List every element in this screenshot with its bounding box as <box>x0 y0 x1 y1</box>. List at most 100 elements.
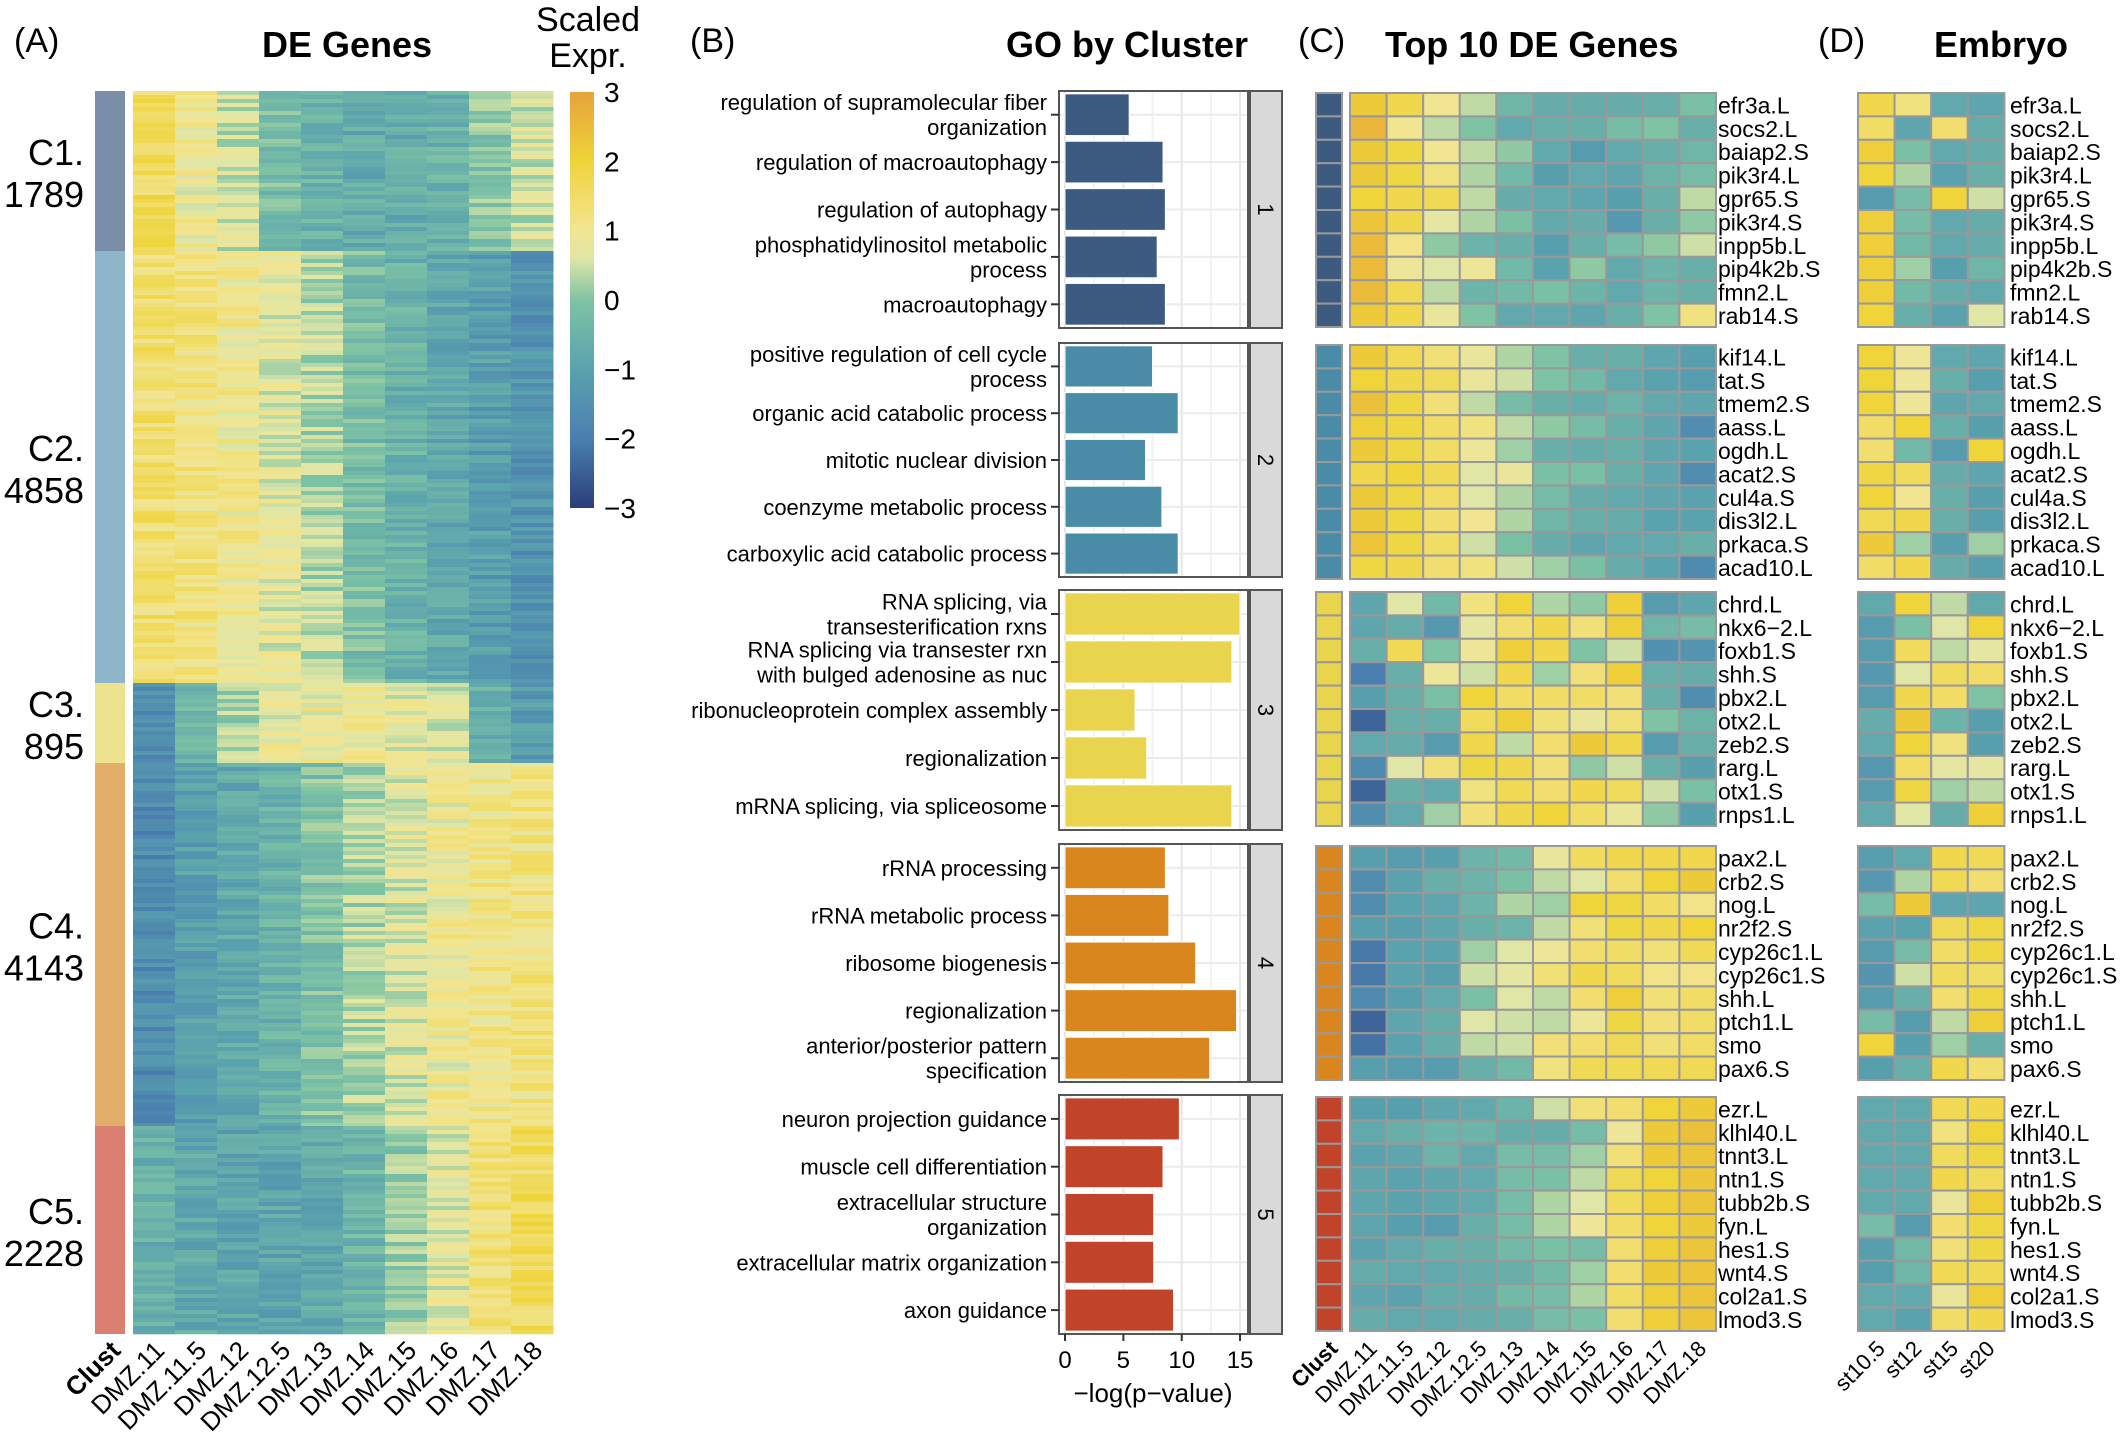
heatmap-cell <box>1349 1213 1388 1239</box>
heatmap-row-strip <box>259 1250 302 1255</box>
heatmap-cell <box>1678 1166 1718 1192</box>
heatmap-cell <box>1422 390 1461 417</box>
heatmap-row-strip <box>343 819 386 824</box>
heatmap-row-strip <box>469 371 512 376</box>
heatmap-row-strip <box>133 695 176 700</box>
heatmap-row-strip <box>301 1091 344 1096</box>
heatmap-row-strip <box>511 939 554 944</box>
heatmap-row-strip <box>175 135 218 140</box>
heatmap-row-strip <box>385 463 428 468</box>
heatmap-row-strip <box>343 715 386 720</box>
heatmap-cell <box>1678 138 1718 165</box>
heatmap-row-strip <box>259 771 302 776</box>
heatmap-row-strip <box>259 1063 302 1068</box>
heatmap-row-strip <box>511 1170 554 1175</box>
heatmap-row-strip <box>427 415 470 420</box>
heatmap-row-strip <box>301 603 344 608</box>
heatmap-row-strip <box>175 927 218 932</box>
heatmap-cell <box>1495 414 1535 440</box>
heatmap-cell <box>1349 1096 1388 1122</box>
heatmap-row-strip <box>511 1202 554 1207</box>
heatmap-row-strip <box>301 379 344 384</box>
heatmap-row-strip <box>217 1306 260 1311</box>
heatmap-row-strip <box>427 463 470 468</box>
heatmap-row-strip <box>133 551 176 556</box>
heatmap-cell <box>1568 708 1608 734</box>
heatmap-row-strip <box>259 611 302 616</box>
heatmap-cell <box>1857 302 1896 329</box>
heatmap-row-strip <box>385 563 428 568</box>
heatmap-row-strip <box>133 495 176 500</box>
heatmap-row-strip <box>175 951 218 956</box>
heatmap-row-strip <box>511 231 554 236</box>
heatmap-row-strip <box>301 903 344 908</box>
cluster-annotation-cell <box>1315 437 1343 464</box>
heatmap-row-strip <box>469 899 512 904</box>
heatmap-row-strip <box>427 315 470 320</box>
heatmap-cell <box>1857 754 1896 781</box>
heatmap-cell <box>1422 845 1461 871</box>
heatmap-row-strip <box>259 1234 302 1239</box>
heatmap-row-strip <box>259 591 302 596</box>
heatmap-row-strip <box>343 847 386 852</box>
heatmap-row-strip <box>217 907 260 912</box>
heatmap-cell <box>1605 801 1644 827</box>
heatmap-row-strip <box>301 1242 344 1247</box>
heatmap-row-strip <box>175 1326 218 1331</box>
heatmap-row-strip <box>385 795 428 800</box>
heatmap-row-strip <box>133 519 176 524</box>
heatmap-row-strip <box>427 1278 470 1283</box>
heatmap-row-strip <box>217 715 260 720</box>
heatmap-row-strip <box>343 1011 386 1016</box>
heatmap-row-strip <box>427 327 470 332</box>
heatmap-row-strip <box>511 215 554 220</box>
cluster-annotation-cell <box>1315 115 1343 141</box>
heatmap-row-strip <box>217 795 260 800</box>
heatmap-cell <box>1605 344 1644 370</box>
heatmap-row-strip <box>343 971 386 976</box>
heatmap-row-strip <box>217 507 260 512</box>
heatmap-row-strip <box>511 1059 554 1064</box>
heatmap-row-strip <box>511 779 554 784</box>
cluster-annotation-cell <box>1315 279 1343 305</box>
heatmap-cell <box>1857 484 1896 510</box>
gene-label: tubb2b.S <box>1718 1190 1810 1216</box>
heatmap-row-strip <box>469 835 512 840</box>
heatmap-row-strip <box>511 555 554 560</box>
go-term-label: regulation of autophagy <box>817 198 1047 223</box>
heatmap-row-strip <box>511 1174 554 1179</box>
heatmap-row-strip <box>469 455 512 460</box>
heatmap-row-strip <box>175 1294 218 1299</box>
heatmap-row-strip <box>427 395 470 400</box>
heatmap-cell <box>1641 1213 1681 1239</box>
heatmap-row-strip <box>175 823 218 828</box>
gene-label: otx2.L <box>1718 708 1781 734</box>
heatmap-row-strip <box>301 1170 344 1175</box>
heatmap-row-strip <box>175 863 218 868</box>
heatmap-row-strip <box>301 559 344 564</box>
heatmap-row-strip <box>469 1186 512 1191</box>
heatmap-row-strip <box>511 995 554 1000</box>
heatmap-row-strip <box>469 1282 512 1287</box>
heatmap-cell <box>1422 938 1461 964</box>
heatmap-row-strip <box>427 1071 470 1076</box>
heatmap-row-strip <box>217 211 260 216</box>
heatmap-row-strip <box>133 907 176 912</box>
heatmap-cell <box>1605 661 1644 687</box>
heatmap-row-strip <box>385 1146 428 1151</box>
heatmap-row-strip <box>217 727 260 732</box>
heatmap-cell <box>1458 185 1498 212</box>
heatmap-row-strip <box>385 1039 428 1044</box>
heatmap-row-strip <box>427 599 470 604</box>
heatmap-row-strip <box>175 179 218 184</box>
heatmap-cell <box>1966 1213 2006 1239</box>
heatmap-row-strip <box>133 1238 176 1243</box>
heatmap-cell <box>1966 1283 2006 1309</box>
heatmap-row-strip <box>427 831 470 836</box>
heatmap-cell <box>1857 232 1896 258</box>
heatmap-row-strip <box>301 1150 344 1155</box>
heatmap-row-strip <box>511 883 554 888</box>
heatmap-row-strip <box>175 639 218 644</box>
gene-label: fyn.L <box>2010 1213 2060 1239</box>
heatmap-row-strip <box>259 527 302 532</box>
